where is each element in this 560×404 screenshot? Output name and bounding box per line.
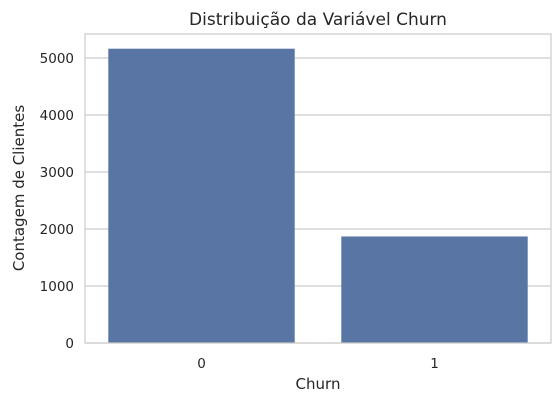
y-tick-label: 3000 [40, 165, 74, 181]
chart-title: Distribuição da Variável Churn [189, 10, 447, 30]
plot-frame [84, 33, 552, 344]
x-tick-label: 0 [197, 356, 206, 372]
bar-churn-0 [108, 48, 295, 343]
y-tick-labels: 0 1000 2000 3000 4000 5000 [40, 51, 74, 352]
x-axis-label: Churn [296, 375, 341, 393]
bar-churn-1 [341, 236, 528, 343]
y-axis-label: Contagem de Clientes [10, 105, 28, 272]
x-tick-label: 1 [430, 356, 439, 372]
bars [108, 48, 528, 343]
y-tick-label: 5000 [40, 51, 74, 67]
y-tick-label: 2000 [40, 222, 74, 238]
y-tick-label: 1000 [40, 279, 74, 295]
y-tick-label: 4000 [40, 108, 74, 124]
y-tick-label: 0 [65, 336, 74, 352]
